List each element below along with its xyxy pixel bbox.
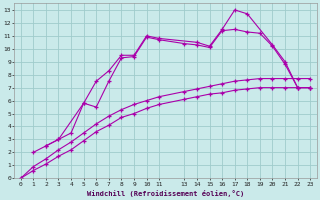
X-axis label: Windchill (Refroidissement éolien,°C): Windchill (Refroidissement éolien,°C) [87, 190, 244, 197]
